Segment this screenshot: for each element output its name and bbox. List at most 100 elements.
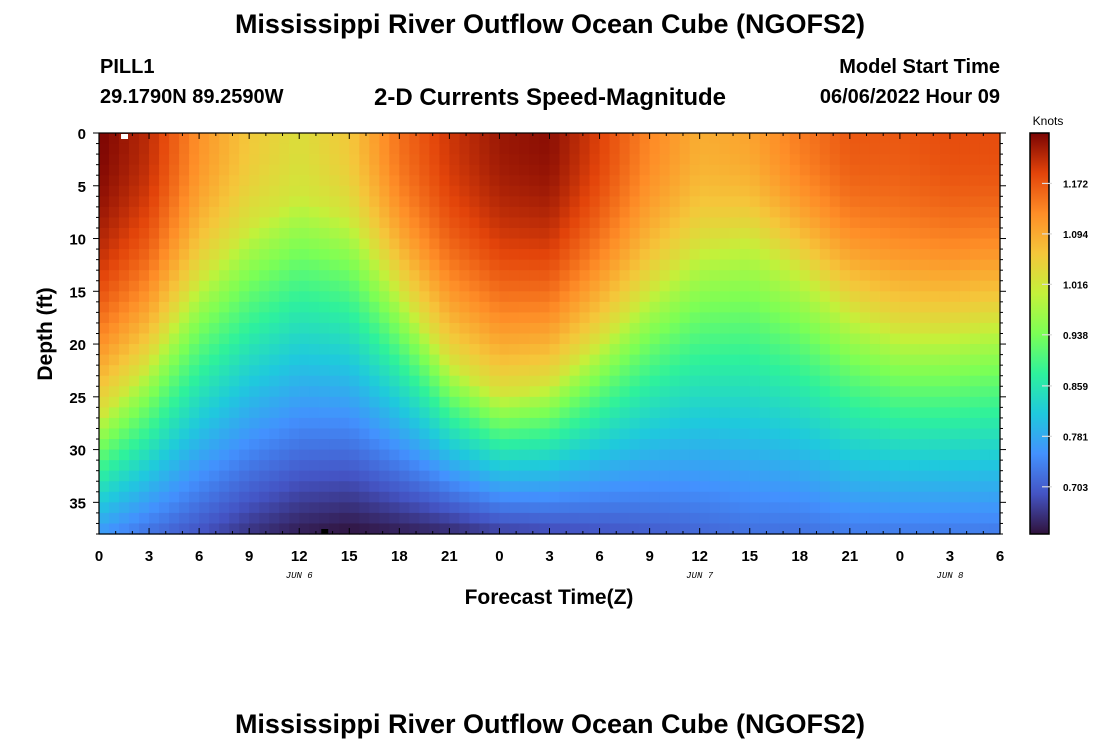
heatmap-cell [639,386,651,398]
heatmap-cell [309,133,320,145]
heatmap-cell [409,460,420,472]
heatmap-cell [129,164,140,176]
heatmap-cell [439,133,450,145]
heatmap-cell [329,375,340,387]
heatmap-cell [979,280,991,292]
heatmap-cell [149,322,160,335]
heatmap-cell [489,354,501,366]
heatmap-cell [369,206,380,219]
heatmap-cell [279,375,290,387]
heatmap-cell [249,206,260,219]
heatmap-cell [439,523,450,535]
heatmap-cell [669,312,681,324]
heatmap-cell [909,217,921,229]
heatmap-cell [709,439,721,451]
heatmap-cell [519,344,531,356]
heatmap-cell [519,491,531,503]
heatmap-cell [189,259,200,271]
heatmap-cell [639,417,651,430]
heatmap-cell [129,291,140,303]
heatmap-cell [989,460,1001,472]
heatmap-cell [389,491,400,503]
heatmap-cell [299,301,310,313]
heatmap-cell [299,143,310,155]
heatmap-cell [389,407,400,419]
heatmap-cell [949,365,961,377]
heatmap-cell [349,227,360,240]
heatmap-cell [889,396,901,408]
heatmap-cell [969,133,981,145]
heatmap-cell [129,523,140,535]
heatmap-cell [509,502,521,514]
heatmap-cell [679,439,691,451]
heatmap-cell [719,502,731,514]
heatmap-cell [479,227,491,240]
heatmap-cell [969,259,981,271]
heatmap-cell [569,322,581,335]
heatmap-cell [899,301,911,313]
heatmap-cell [159,196,170,208]
heatmap-cell [949,238,961,250]
heatmap-cell [159,439,170,451]
heatmap-cell [459,449,471,461]
heatmap-cell [329,407,340,419]
heatmap-cell [169,449,180,461]
heatmap-cell [169,354,180,366]
heatmap-cell [989,175,1001,187]
heatmap-cell [559,322,571,335]
heatmap-cell [959,270,971,282]
heatmap-cell [839,270,851,282]
heatmap-cell [249,417,260,430]
heatmap-cell [759,196,771,208]
heatmap-cell [669,259,681,271]
heatmap-cell [279,249,290,261]
heatmap-cell [419,365,430,377]
heatmap-cell [859,154,871,166]
heatmap-cell [219,396,230,408]
heatmap-cell [479,428,491,440]
heatmap-cell [279,133,290,145]
heatmap-cell [499,270,511,282]
heatmap-cell [779,270,791,282]
heatmap-cell [239,407,250,419]
heatmap-cell [149,185,160,197]
heatmap-cell [539,344,551,356]
heatmap-cell [659,238,671,250]
heatmap-cell [739,185,751,197]
heatmap-cell [989,312,1001,324]
heatmap-cell [309,270,320,282]
heatmap-cell [829,407,841,419]
x-tick-label: 18 [391,548,408,565]
heatmap-cell [789,460,801,472]
heatmap-cell [909,344,921,356]
heatmap-cell [489,249,501,261]
heatmap-cell [869,439,881,451]
heatmap-cell [319,470,330,482]
heatmap-cell [199,238,210,250]
heatmap-cell [459,196,471,208]
heatmap-cell [749,175,761,187]
heatmap-cell [339,143,350,155]
heatmap-cell [759,206,771,219]
heatmap-cell [939,270,951,282]
heatmap-cell [849,460,861,472]
heatmap-cell [659,354,671,366]
heatmap-cell [279,396,290,408]
heatmap-cell [819,259,831,271]
heatmap-cell [409,407,420,419]
heatmap-cell [729,206,741,219]
heatmap-cell [569,491,581,503]
heatmap-cell [129,312,140,324]
heatmap-cell [169,312,180,324]
heatmap-cell [309,227,320,240]
heatmap-cell [309,238,320,250]
heatmap-cell [959,428,971,440]
heatmap-cell [739,238,751,250]
heatmap-cell [869,143,881,155]
heatmap-cell [479,396,491,408]
heatmap-cell [139,238,150,250]
heatmap-cell [709,375,721,387]
heatmap-cell [699,133,711,145]
heatmap-cell [849,523,861,535]
heatmap-cell [519,333,531,345]
